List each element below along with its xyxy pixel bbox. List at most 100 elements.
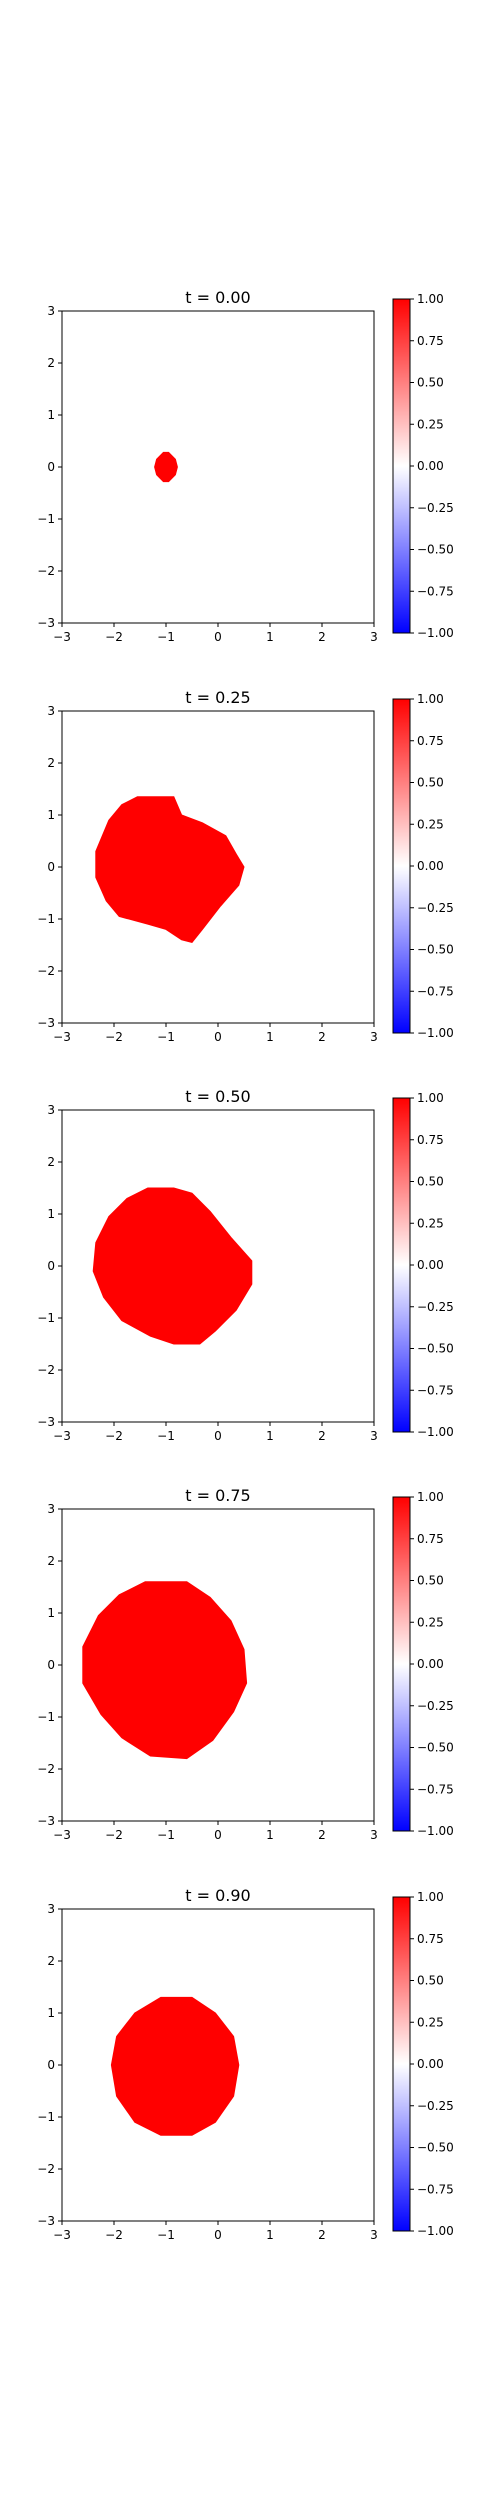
x-tick-label: −3 xyxy=(53,1030,71,1044)
colorbar-tick-label: −0.25 xyxy=(417,2099,454,2113)
y-tick-label: 3 xyxy=(47,1902,55,1916)
colorbar-tick-label: 1.00 xyxy=(417,292,444,306)
colorbar-tick-label: 0.25 xyxy=(417,2015,444,2029)
colorbar-tick-label: −0.25 xyxy=(417,901,454,915)
colorbar-tick-label: −0.50 xyxy=(417,543,454,557)
colorbar-tick-label: 0.50 xyxy=(417,776,444,790)
colorbar-tick-label: 0.75 xyxy=(417,1532,444,1546)
colorbar-tick-label: −0.25 xyxy=(417,1300,454,1314)
colorbar-tick-label: 1.00 xyxy=(417,1490,444,1504)
panel-title: t = 0.50 xyxy=(185,1087,250,1106)
panel-title: t = 0.90 xyxy=(185,1886,250,1905)
colorbar-tick-label: −1.00 xyxy=(417,2224,454,2238)
y-tick-label: 2 xyxy=(47,1155,55,1169)
x-tick-label: −1 xyxy=(157,1429,175,1443)
x-tick-label: −1 xyxy=(157,1828,175,1842)
colorbar-tick-label: −0.75 xyxy=(417,584,454,598)
y-tick-label: 1 xyxy=(47,1207,55,1221)
x-tick-label: 3 xyxy=(370,2228,378,2242)
colorbar-tick-label: 0.00 xyxy=(417,1258,444,1272)
y-tick-label: −2 xyxy=(37,1363,55,1377)
axes-frame xyxy=(61,310,375,624)
colorbar-tick-label: 0.00 xyxy=(417,1657,444,1671)
panel-1: t = 0.25 −3 −2 −1 0 1 2 3 −3 −2 −1 0 1 2 3 1.00 0.75 0.50… xyxy=(37,688,453,1044)
colorbar-tick-label: −0.75 xyxy=(417,1782,454,1796)
y-tick-label: 1 xyxy=(47,1606,55,1620)
panel-title: t = 0.25 xyxy=(185,688,250,707)
x-tick-label: −1 xyxy=(157,630,175,644)
colorbar xyxy=(392,1097,411,1433)
y-tick-label: −1 xyxy=(37,512,55,526)
y-tick-label: 0 xyxy=(47,1259,55,1273)
colorbar xyxy=(392,1496,411,1832)
y-tick-label: 0 xyxy=(47,460,55,474)
colorbar-tick-label: 0.75 xyxy=(417,334,444,348)
y-tick-label: 1 xyxy=(47,2006,55,2020)
y-tick-label: −2 xyxy=(37,2162,55,2176)
y-tick-label: 2 xyxy=(47,1954,55,1968)
colorbar-tick-label: 0.00 xyxy=(417,2057,444,2071)
x-tick-label: −3 xyxy=(53,2228,71,2242)
heatmap-region xyxy=(154,451,178,483)
x-tick-label: −1 xyxy=(157,1030,175,1044)
colorbar-tick-label: 0.25 xyxy=(417,817,444,831)
colorbar-tick-label: 1.00 xyxy=(417,1890,444,1904)
y-tick-label: −1 xyxy=(37,1710,55,1724)
x-tick-label: 3 xyxy=(370,630,378,644)
x-tick-label: 1 xyxy=(266,630,274,644)
colorbar-tick-label: −1.00 xyxy=(417,1425,454,1439)
colorbar-tick-label: −0.25 xyxy=(417,501,454,515)
colorbar-tick-label: 0.50 xyxy=(417,1574,444,1588)
x-tick-label: −2 xyxy=(105,630,123,644)
x-tick-label: 1 xyxy=(266,1030,274,1044)
colorbar-tick-label: 0.75 xyxy=(417,1133,444,1147)
y-tick-label: −2 xyxy=(37,964,55,978)
panel-3: t = 0.75 −3 −2 −1 0 1 2 3 −3 −2 −1 0 1 2 3 1.00 0.75 0.50… xyxy=(37,1486,453,1842)
panel-title: t = 0.00 xyxy=(185,288,250,307)
heatmap-region xyxy=(92,1187,253,1345)
colorbar-tick-label: 1.00 xyxy=(417,692,444,706)
y-tick-label: 1 xyxy=(47,408,55,422)
x-tick-label: −1 xyxy=(157,2228,175,2242)
x-tick-label: 0 xyxy=(214,1429,222,1443)
x-tick-label: −3 xyxy=(53,630,71,644)
colorbar-tick-label: −1.00 xyxy=(417,626,454,640)
y-tick-label: −3 xyxy=(37,1415,55,1429)
colorbar-tick-label: −0.50 xyxy=(417,943,454,957)
y-tick-label: 1 xyxy=(47,808,55,822)
x-tick-label: 2 xyxy=(318,1828,326,1842)
x-tick-label: 3 xyxy=(370,1030,378,1044)
colorbar-tick-label: 0.25 xyxy=(417,417,444,431)
x-tick-label: 0 xyxy=(214,1030,222,1044)
colorbar-tick-label: 1.00 xyxy=(417,1091,444,1105)
colorbar-tick-label: −1.00 xyxy=(417,1026,454,1040)
colorbar-tick-label: 0.25 xyxy=(417,1615,444,1629)
x-tick-label: −3 xyxy=(53,1429,71,1443)
y-tick-label: −3 xyxy=(37,1814,55,1828)
y-tick-label: 3 xyxy=(47,1103,55,1117)
panels: t = 0.00 −3 −2 −1 0 1 2 3 −3 −2 −1 0 1 2 3 1.00 0.75 0.50… xyxy=(37,288,453,2242)
heatmap-region xyxy=(95,796,245,943)
colorbar-tick-label: 0.75 xyxy=(417,734,444,748)
y-tick-label: 0 xyxy=(47,1658,55,1672)
colorbar-tick-label: 0.00 xyxy=(417,459,444,473)
x-tick-label: 0 xyxy=(214,2228,222,2242)
y-tick-label: −1 xyxy=(37,2110,55,2124)
y-tick-label: 0 xyxy=(47,2058,55,2072)
x-tick-label: −2 xyxy=(105,1429,123,1443)
x-tick-label: 2 xyxy=(318,2228,326,2242)
panel-4: t = 0.90 −3 −2 −1 0 1 2 3 −3 −2 −1 0 1 2 3 1.00 0.75 0.50… xyxy=(37,1886,453,2242)
x-tick-label: 2 xyxy=(318,630,326,644)
x-tick-label: −2 xyxy=(105,2228,123,2242)
heatmap-region xyxy=(82,1581,248,1760)
colorbar xyxy=(392,1896,411,2232)
panel-title: t = 0.75 xyxy=(185,1486,250,1505)
x-tick-label: 1 xyxy=(266,1429,274,1443)
y-tick-label: 2 xyxy=(47,756,55,770)
x-tick-label: −2 xyxy=(105,1030,123,1044)
y-tick-label: 3 xyxy=(47,304,55,318)
colorbar-tick-label: 0.75 xyxy=(417,1932,444,1946)
x-tick-label: −3 xyxy=(53,1828,71,1842)
y-tick-label: −3 xyxy=(37,1016,55,1030)
